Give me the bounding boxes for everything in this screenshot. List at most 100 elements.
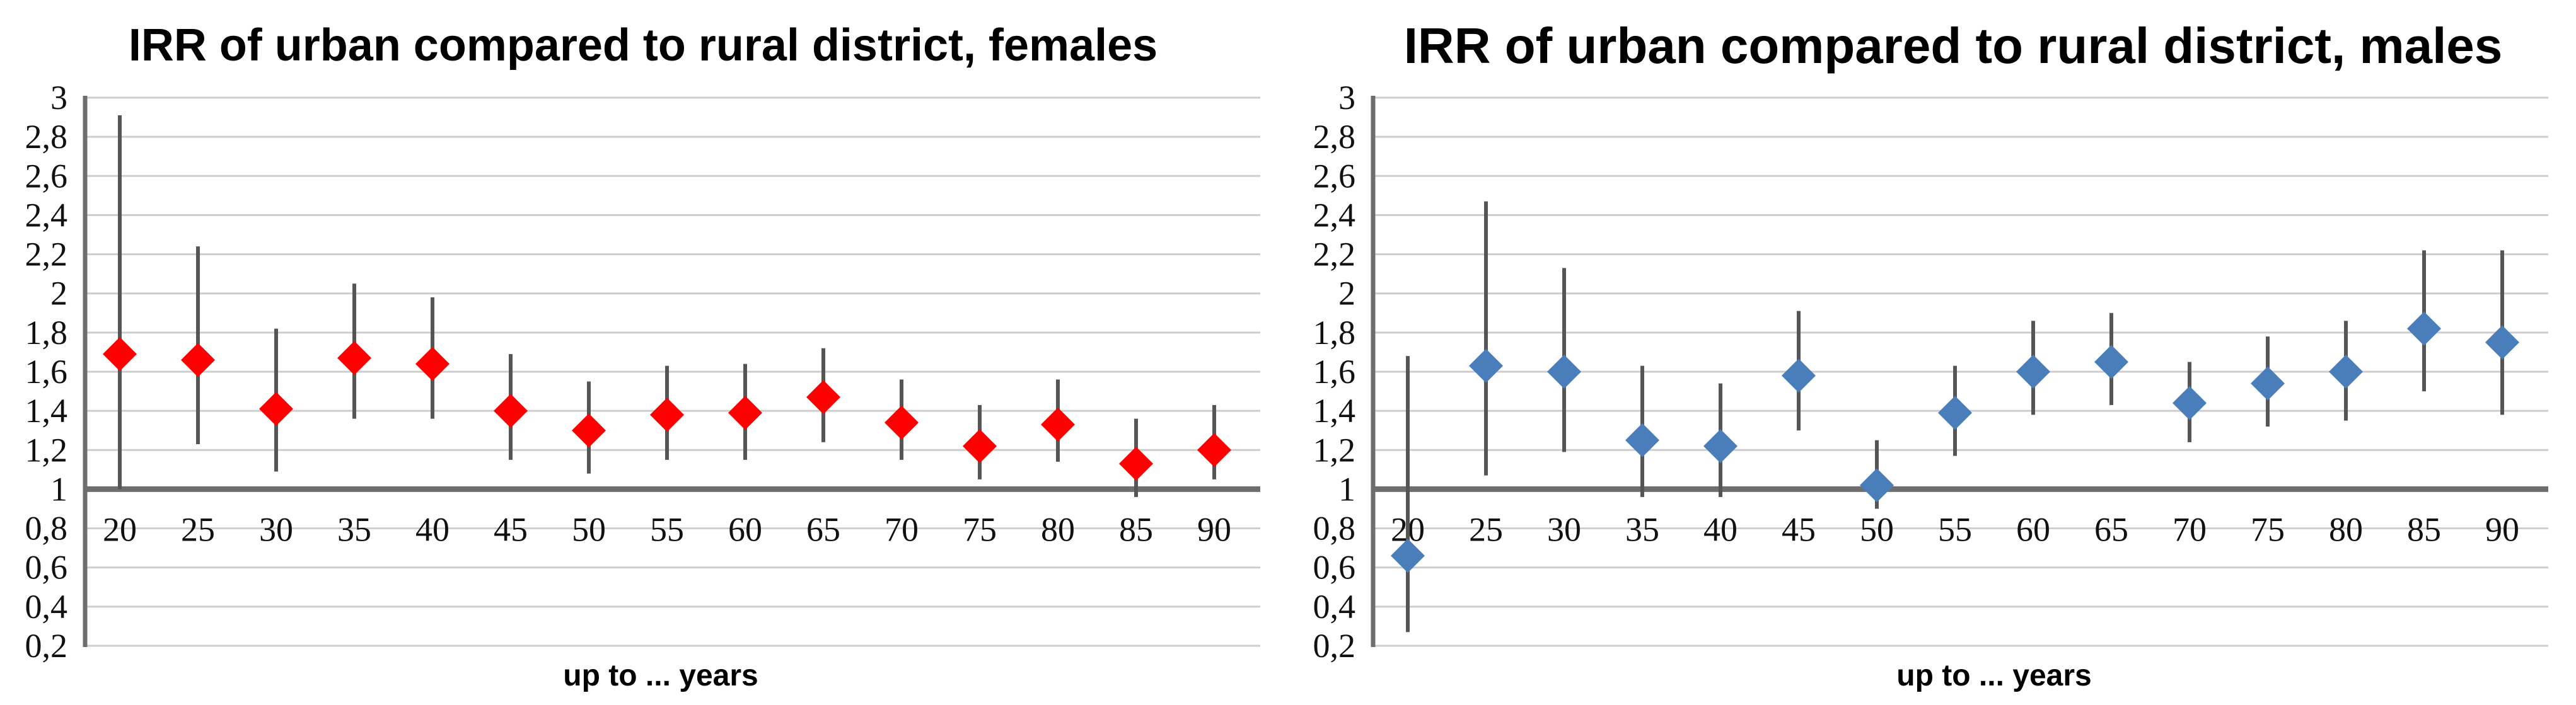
data-point-marker (1938, 396, 1972, 430)
chart-males: 3 2,8 2,6 2,4 2,2 2 1,8 1,6 1,4 1,2 1 0,8 0,6 0,4 0,2 2… (1288, 0, 2576, 705)
data-point-marker (2173, 386, 2207, 420)
y-tick-label: 2,8 (1313, 118, 1356, 156)
x-tick-label: 65 (806, 511, 840, 549)
y-tick-label: 1,2 (25, 431, 68, 469)
y-tick-label: 2,4 (25, 196, 68, 234)
data-point-marker (650, 398, 684, 432)
data-point-marker (2016, 355, 2050, 389)
data-point-marker (2407, 311, 2441, 346)
y-tick-label: 3 (1338, 79, 1355, 117)
data-point-marker (806, 380, 840, 415)
y-tick-label: 2,2 (1313, 236, 1356, 273)
x-tick-label: 80 (2329, 511, 2363, 549)
x-tick-label: 90 (2485, 511, 2519, 549)
y-tick-label: 1,6 (1313, 353, 1356, 391)
data-point-marker (572, 413, 606, 448)
y-tick-label: 1,4 (25, 392, 68, 430)
x-tick-label: 60 (728, 511, 762, 549)
y-tick-label: 1,8 (1313, 314, 1356, 352)
x-tick-label: 65 (2094, 511, 2128, 549)
y-tick-label: 2 (1338, 275, 1355, 312)
y-tick-label: 2 (50, 275, 67, 312)
y-tick-label: 1,2 (1313, 431, 1356, 469)
y-tick-label: 2,2 (25, 236, 68, 273)
x-tick-label: 85 (2407, 511, 2441, 549)
x-tick-label: 35 (337, 511, 371, 549)
x-tick-label: 75 (2251, 511, 2285, 549)
y-tick-label: 2,6 (25, 157, 68, 195)
y-tick-label: 0,6 (25, 549, 68, 587)
data-point-marker (103, 337, 137, 372)
data-point-marker (1782, 358, 1816, 393)
x-tick-label: 50 (1860, 511, 1894, 549)
y-tick-label: 0,2 (1313, 627, 1356, 665)
y-tick-label: 1 (1338, 470, 1355, 508)
x-tick-label: 25 (1469, 511, 1503, 549)
x-tick-label: 55 (1938, 511, 1972, 549)
x-tick-label: 70 (2173, 511, 2207, 549)
data-point-marker (337, 341, 371, 375)
y-tick-label: 1,4 (1313, 392, 1356, 430)
y-tick-label: 0,2 (25, 627, 68, 665)
x-tick-label: 55 (650, 511, 684, 549)
data-point-marker (1391, 539, 1425, 573)
x-tick-label: 40 (1703, 511, 1738, 549)
x-axis-title-females: up to ... years (563, 659, 758, 692)
males-plot-area: 32,82,62,42,221,81,61,41,210,80,60,40,2 2… (1313, 79, 2548, 665)
data-point-marker (1703, 429, 1738, 464)
males-chart-svg: 32,82,62,42,221,81,61,41,210,80,60,40,2 2… (1313, 18, 2548, 692)
x-tick-label: 45 (494, 511, 528, 549)
data-point-marker (885, 405, 919, 440)
data-point-marker (728, 396, 762, 430)
y-tick-label: 1,8 (25, 314, 68, 352)
y-tick-label: 0,8 (1313, 510, 1356, 547)
x-tick-label: 50 (572, 511, 606, 549)
data-point-marker (2329, 355, 2363, 389)
y-tick-label: 0,4 (25, 588, 68, 626)
x-tick-label: 75 (963, 511, 997, 549)
data-point-marker (2094, 345, 2128, 379)
data-point-marker (1197, 433, 1231, 467)
y-tick-label: 1 (50, 470, 67, 508)
x-tick-label: 60 (2016, 511, 2050, 549)
y-tick-label: 2,8 (25, 118, 68, 156)
chart-females: 3 2,8 2,6 2,4 2,2 2 1,8 1,6 1,4 1,2 1 0,8 0,6 0,4 0,2 2… (25, 20, 1260, 692)
y-tick-label: 1,6 (25, 353, 68, 391)
data-point-marker (1860, 468, 1894, 503)
y-tick-label: 0,4 (1313, 588, 1356, 626)
data-point-marker (181, 343, 215, 377)
chart-title-males: IRR of urban compared to rural district,… (1404, 18, 2503, 74)
x-tick-label: 90 (1197, 511, 1231, 549)
y-tick-label: 0,6 (1313, 549, 1356, 587)
x-tick-label: 30 (259, 511, 293, 549)
data-point-marker (2485, 325, 2519, 360)
x-tick-label: 80 (1041, 511, 1075, 549)
y-tick-label: 2,4 (1313, 196, 1356, 234)
data-point-marker (1119, 447, 1153, 481)
data-point-marker (963, 429, 997, 464)
data-point-marker (415, 347, 450, 381)
y-tick-label: 3 (50, 79, 67, 117)
x-tick-label: 25 (181, 511, 215, 549)
y-tick-label: 2,6 (1313, 157, 1356, 195)
x-tick-label: 45 (1782, 511, 1816, 549)
x-tick-label: 35 (1625, 511, 1659, 549)
x-tick-label: 20 (103, 511, 137, 549)
data-point-marker (259, 392, 293, 427)
x-tick-label: 40 (415, 511, 450, 549)
data-point-marker (494, 394, 528, 428)
chart-title-females: IRR of urban compared to rural district,… (129, 20, 1157, 71)
x-tick-label: 70 (885, 511, 919, 549)
females-chart-svg: 32,82,62,42,221,81,61,41,210,80,60,40,2 2… (25, 20, 1260, 692)
data-point-marker (1041, 407, 1075, 442)
y-tick-label: 0,8 (25, 510, 68, 547)
data-point-marker (1625, 423, 1659, 457)
data-point-marker (1469, 348, 1503, 383)
females-plot-area: 32,82,62,42,221,81,61,41,210,80,60,40,2 2… (25, 79, 1260, 665)
x-tick-label: 30 (1547, 511, 1581, 549)
data-point-marker (1547, 355, 1581, 389)
x-axis-title-males: up to ... years (1896, 659, 2091, 692)
x-tick-label: 85 (1119, 511, 1153, 549)
data-point-marker (2251, 366, 2285, 401)
